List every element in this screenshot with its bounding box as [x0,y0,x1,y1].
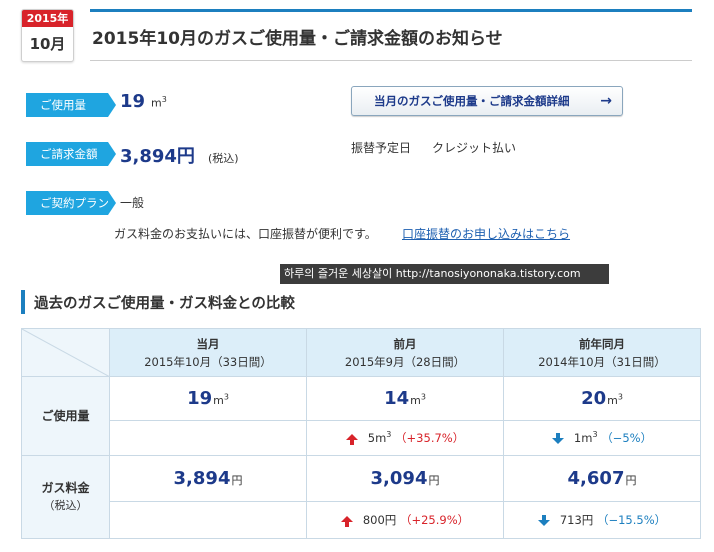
date-badge-year: 2015年 [22,10,73,27]
watermark-caption: 하루의 즐거운 세상살이 http://tanosiyononaka.tisto… [280,264,609,284]
usage-current-value: 19 [187,388,213,410]
fee-current-diff [109,500,307,540]
usage-prev-year-value: 20 [581,388,607,410]
fee-prev-year-cell: 4,607円 [503,454,701,502]
column-title-current: 当月 [196,336,220,351]
arrow-down-icon [537,514,550,526]
column-header-current: 当月 2015年10月（33日間） [109,327,307,378]
usage-current-diff [109,420,307,456]
usage-value: 19 [120,91,146,112]
usage-detail-button[interactable]: 当月のガスご使用量・ご請求金額詳細 → [351,86,623,116]
comparison-section-title: 過去のガスご使用量・ガス料金との比較 [34,296,295,312]
arrow-up-icon [345,434,358,445]
billing-label: ご請求金額 [26,142,116,166]
column-header-prev-year: 前年同月 2014年10月（31日間） [503,327,701,378]
arrow-up-icon [340,515,353,527]
title-top-rule [90,9,692,12]
row-header-fee-sublabel: （税込） [43,498,88,512]
row-header-fee-label: ガス料金 [41,480,90,495]
usage-prev-month-cell: 14m3 [306,376,504,422]
fee-prev-month-diff: 800円 （+25.9%） [306,500,504,540]
fee-current-value: 3,894 [173,467,231,489]
payment-method: クレジット払い [432,141,517,155]
arrow-right-icon: → [600,93,612,109]
date-badge: 2015年 10月 [21,9,74,62]
usage-prev-month-diff: 5m3 （+35.7%） [306,420,504,456]
usage-prev-month-pct: （+35.7%） [395,431,465,445]
fee-current-cell: 3,894円 [109,454,307,502]
usage-prev-month-value: 14 [384,388,410,410]
fee-prev-year-value: 4,607 [567,467,625,489]
fee-prev-year-pct: （−15.5%） [596,512,667,527]
corner-diagonal [22,329,110,377]
column-title-prev-year: 前年同月 [579,336,625,351]
table-row: ガス料金 （税込） 3,894円 3,094円 4,607円 [21,454,701,540]
bank-transfer-link[interactable]: 口座振替のお申し込みはこちら [402,227,571,241]
table-row: 800円 （+25.9%） 713円 （−15.5%） [22,500,701,540]
table-corner-cell [21,327,110,378]
payment-date-label: 振替予定日 [351,141,412,155]
usage-label: ご使用量 [26,93,116,117]
column-period-current: 2015年10月（33日間） [144,354,272,369]
comparison-table: 当月 2015年10月（33日間） 前月 2015年9月（28日間） 前年同月 … [21,327,701,540]
usage-current-cell: 19m3 [109,376,307,422]
usage-unit: m3 [151,95,167,110]
table-row: ご使用量 19m3 14m3 20m3 [21,376,701,456]
column-header-prev-month: 前月 2015年9月（28日間） [306,327,504,378]
section-accent-bar [21,290,25,314]
billing-tax-note: (税込) [208,152,239,165]
arrow-down-icon [551,433,564,444]
row-header-usage: ご使用量 [21,376,110,456]
fee-prev-month-cell: 3,094円 [306,454,504,502]
payment-notice: ガス料金のお支払いには、口座振替が便利です。 [114,227,377,241]
page-title: 2015年10月のガスご使用量・ご請求金額のお知らせ [92,29,503,49]
fee-prev-month-pct: （+25.9%） [399,512,470,527]
column-period-prev-year: 2014年10月（31日間） [538,354,666,369]
usage-prev-year-pct: （−5%） [601,431,653,445]
usage-detail-button-label: 当月のガスご使用量・ご請求金額詳細 [374,94,570,108]
date-badge-month: 10月 [29,35,66,53]
column-title-prev-month: 前月 [393,336,417,351]
row-header-fee: ガス料金 （税込） [21,454,110,540]
fee-prev-year-diff: 713円 （−15.5%） [503,500,701,540]
plan-label: ご契約プラン [26,191,116,215]
table-row: 5m3 （+35.7%） 1m3 （−5%） [22,420,701,456]
usage-prev-year-diff: 1m3 （−5%） [503,420,701,456]
plan-value: 一般 [120,196,145,210]
title-divider [90,60,692,61]
billing-value: 3,894円 [120,146,195,167]
usage-prev-year-cell: 20m3 [503,376,701,422]
fee-prev-month-value: 3,094 [370,467,428,489]
column-period-prev-month: 2015年9月（28日間） [344,354,466,369]
